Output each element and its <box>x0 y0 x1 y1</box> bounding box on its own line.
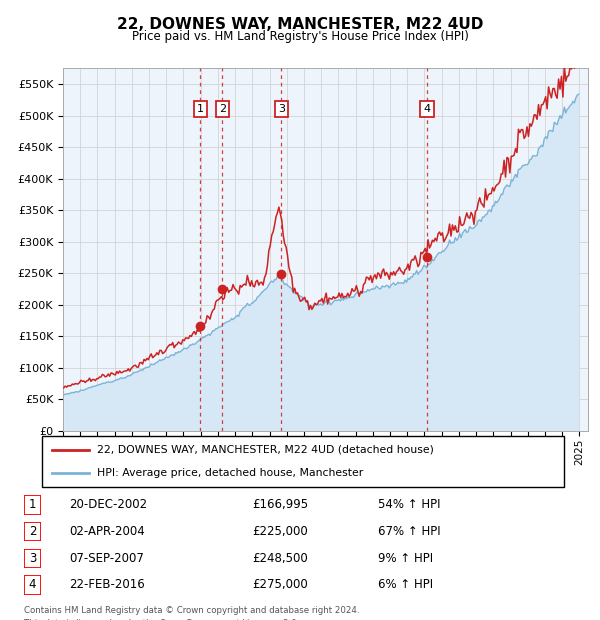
Text: 2: 2 <box>218 104 226 114</box>
Text: 4: 4 <box>424 104 430 114</box>
Text: 9% ↑ HPI: 9% ↑ HPI <box>378 552 433 565</box>
Text: 4: 4 <box>29 578 36 591</box>
Text: 22, DOWNES WAY, MANCHESTER, M22 4UD (detached house): 22, DOWNES WAY, MANCHESTER, M22 4UD (det… <box>97 445 434 454</box>
Text: £275,000: £275,000 <box>252 578 308 591</box>
Text: 22-FEB-2016: 22-FEB-2016 <box>69 578 145 591</box>
Text: This data is licensed under the Open Government Licence v3.0.: This data is licensed under the Open Gov… <box>24 619 299 620</box>
Text: 1: 1 <box>197 104 203 114</box>
Text: 07-SEP-2007: 07-SEP-2007 <box>69 552 144 565</box>
Text: 02-APR-2004: 02-APR-2004 <box>69 525 145 538</box>
Text: 2: 2 <box>29 525 36 538</box>
Text: HPI: Average price, detached house, Manchester: HPI: Average price, detached house, Manc… <box>97 468 363 478</box>
Text: £166,995: £166,995 <box>252 498 308 511</box>
Text: Contains HM Land Registry data © Crown copyright and database right 2024.: Contains HM Land Registry data © Crown c… <box>24 606 359 615</box>
Text: £248,500: £248,500 <box>252 552 308 565</box>
Text: 1: 1 <box>29 498 36 511</box>
Text: 6% ↑ HPI: 6% ↑ HPI <box>378 578 433 591</box>
Text: 54% ↑ HPI: 54% ↑ HPI <box>378 498 440 511</box>
Text: 3: 3 <box>278 104 285 114</box>
Text: 3: 3 <box>29 552 36 565</box>
Text: Price paid vs. HM Land Registry's House Price Index (HPI): Price paid vs. HM Land Registry's House … <box>131 30 469 43</box>
Text: 67% ↑ HPI: 67% ↑ HPI <box>378 525 440 538</box>
Text: 20-DEC-2002: 20-DEC-2002 <box>69 498 147 511</box>
FancyBboxPatch shape <box>42 436 564 487</box>
Text: £225,000: £225,000 <box>252 525 308 538</box>
Text: 22, DOWNES WAY, MANCHESTER, M22 4UD: 22, DOWNES WAY, MANCHESTER, M22 4UD <box>117 17 483 32</box>
